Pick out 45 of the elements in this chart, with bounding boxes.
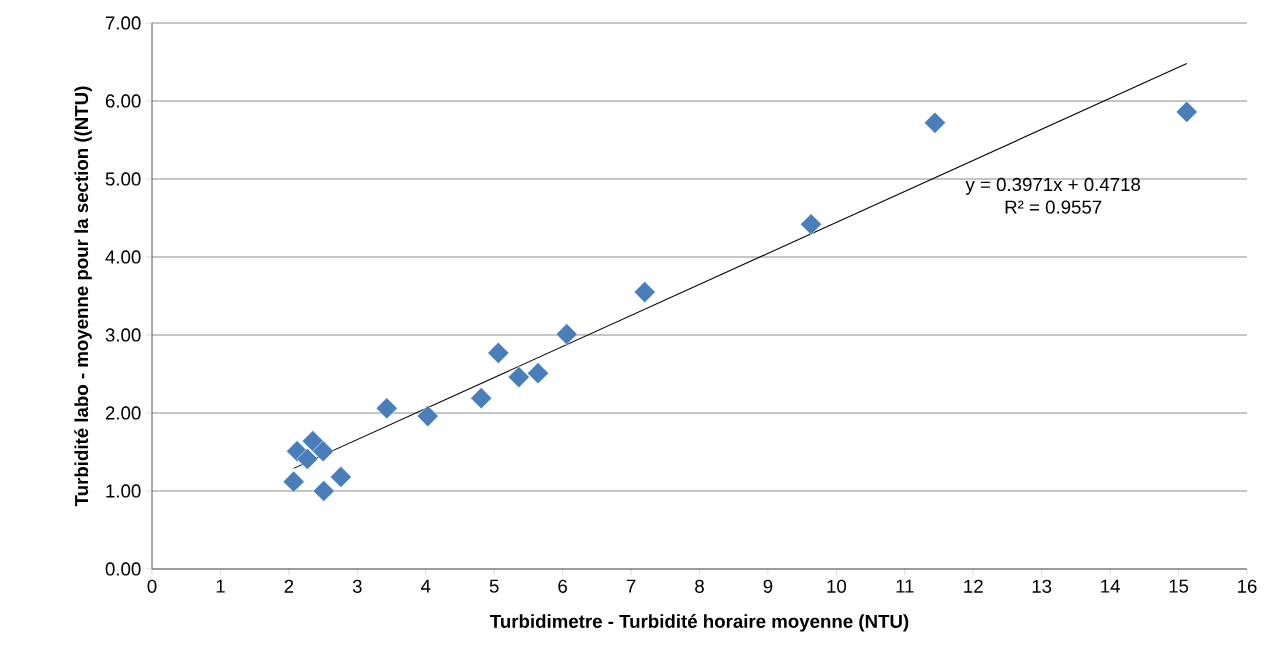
y-tick-label: 4.00 <box>105 250 141 264</box>
x-tick-label: 14 <box>1101 579 1120 593</box>
point <box>507 366 530 388</box>
point <box>924 111 946 134</box>
x-axis-title: Turbidimetre - Turbidité horaire moyenne (NTU) <box>490 614 909 632</box>
point <box>296 448 319 470</box>
x-tick-label: 2 <box>284 579 294 593</box>
point <box>633 281 656 303</box>
point <box>487 342 510 364</box>
x-tick-label: 15 <box>1169 579 1189 593</box>
x-tick-label: 11 <box>896 579 914 593</box>
point <box>555 323 578 346</box>
x-tick-label: 5 <box>489 579 499 593</box>
x-tick-label: 8 <box>695 579 704 593</box>
point <box>312 480 335 502</box>
x-tick-label: 12 <box>964 579 983 593</box>
x-tick-label: 3 <box>352 579 362 593</box>
y-tick-label: 3.00 <box>105 328 141 342</box>
x-tick-label: 10 <box>827 579 847 593</box>
annotation: R² = 0.9557 <box>1005 200 1102 214</box>
x-tick-label: 4 <box>420 579 431 593</box>
annotation: y = 0.3971x + 0.4718 <box>965 177 1141 195</box>
x-tick-label: 0 <box>147 579 157 593</box>
x-tick-label: 1 <box>216 579 225 593</box>
y-tick-label: 2.00 <box>105 406 141 420</box>
y-tick-label: 0.00 <box>105 562 141 576</box>
point <box>1175 101 1198 123</box>
point <box>800 213 822 236</box>
x-tick-label: 13 <box>1032 579 1052 593</box>
point <box>330 466 352 488</box>
x-tick-label: 6 <box>558 579 567 593</box>
point <box>375 397 398 420</box>
y-tick-label: 6.00 <box>105 94 141 108</box>
y-axis-title: Turbidité labo - moyenne pour la section ((NTU) <box>74 86 92 507</box>
point <box>312 440 334 463</box>
point <box>527 362 549 385</box>
point <box>282 470 305 493</box>
x-tick-label: 9 <box>763 579 773 593</box>
x-tick-label: 7 <box>626 579 636 593</box>
x-tick-label: 16 <box>1238 579 1257 593</box>
point <box>470 387 493 410</box>
point <box>416 405 439 427</box>
y-tick-label: 5.00 <box>105 172 141 186</box>
y-tick-label: 1.00 <box>106 484 141 498</box>
y-tick-label: 7.00 <box>105 16 141 30</box>
